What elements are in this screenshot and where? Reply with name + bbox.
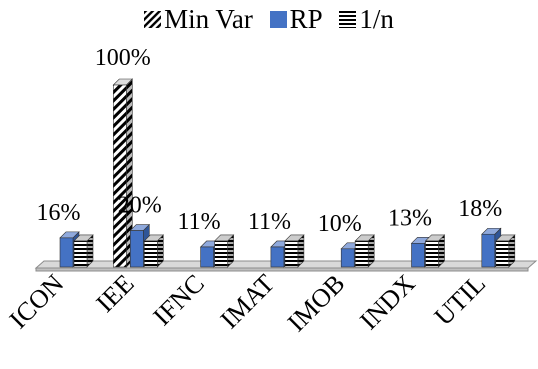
legend-label-min-var: Min Var (164, 4, 253, 34)
data-labels: 16% 100% 20% 11% 11% 10% 13% 18% (37, 45, 503, 237)
data-label-rp-icon: 16% (37, 200, 81, 226)
bar-rp-icon-front (59, 237, 74, 268)
tick-label-imat: IMAT (215, 269, 281, 335)
bar-one-over-n-util-front (495, 240, 510, 268)
bar-one-over-n-icon-front (73, 240, 88, 268)
data-label-rp-util: 18% (458, 196, 502, 222)
bar-one-over-n-imat (284, 234, 305, 268)
bar-one-over-n-iee-front (144, 240, 158, 268)
bar-rp-imat-front (270, 246, 285, 268)
legend-item-rp: RP (269, 4, 323, 35)
chart-legend: Min Var RP 1/n (0, 4, 538, 35)
bar-rp-indx-front (411, 243, 425, 268)
bar-one-over-n-imat-front (284, 240, 299, 268)
bar-min-var-iee (112, 78, 134, 268)
bar-one-over-n-iee (143, 234, 165, 268)
legend-item-min-var: Min Var (144, 4, 253, 35)
data-label-min-var-iee: 100% (95, 45, 151, 71)
tick-label-imob: IMOB (282, 269, 351, 338)
data-label-rp-indx: 13% (388, 205, 432, 231)
chart-floor-edge (35, 267, 529, 272)
bar-one-over-n-util (495, 234, 516, 268)
bar-one-over-n-icon (73, 234, 94, 268)
legend-label-one-over-n: 1/n (359, 4, 394, 34)
tick-label-ifnc: IFNC (147, 269, 209, 331)
data-label-rp-imat: 11% (248, 209, 291, 235)
tick-label-iee: IEE (90, 269, 139, 318)
tick-label-indx: INDX (354, 269, 421, 336)
bar-rp-imob-front (340, 248, 355, 268)
bar-rp-iee-front (130, 230, 144, 268)
legend-label-rp: RP (289, 4, 323, 34)
data-label-rp-iee: 20% (118, 193, 162, 219)
category-axis: ICON IEE IFNC IMAT IMOB INDX UTIL (4, 269, 491, 338)
bar-min-var-iee-front (113, 84, 127, 268)
data-label-rp-imob: 10% (318, 211, 362, 237)
chart-bars (59, 78, 516, 268)
min-var-swatch-icon (144, 11, 162, 29)
tick-label-icon: ICON (4, 269, 70, 335)
bar-one-over-n-indx-front (425, 240, 439, 268)
bar-one-over-n-ifnc (213, 234, 235, 268)
bar-rp-util-front (481, 233, 496, 268)
one-over-n-swatch-icon (339, 11, 357, 29)
bar-rp-ifnc-front (200, 246, 214, 268)
data-label-rp-ifnc: 11% (178, 209, 221, 235)
legend-item-one-over-n: 1/n (339, 4, 394, 35)
bar-one-over-n-imob (354, 234, 375, 268)
rp-swatch-icon (269, 11, 287, 29)
bar-one-over-n-ifnc-front (214, 240, 228, 268)
tick-label-util: UTIL (429, 269, 491, 331)
bar-one-over-n-imob-front (354, 240, 369, 268)
bar-one-over-n-indx (424, 234, 446, 268)
